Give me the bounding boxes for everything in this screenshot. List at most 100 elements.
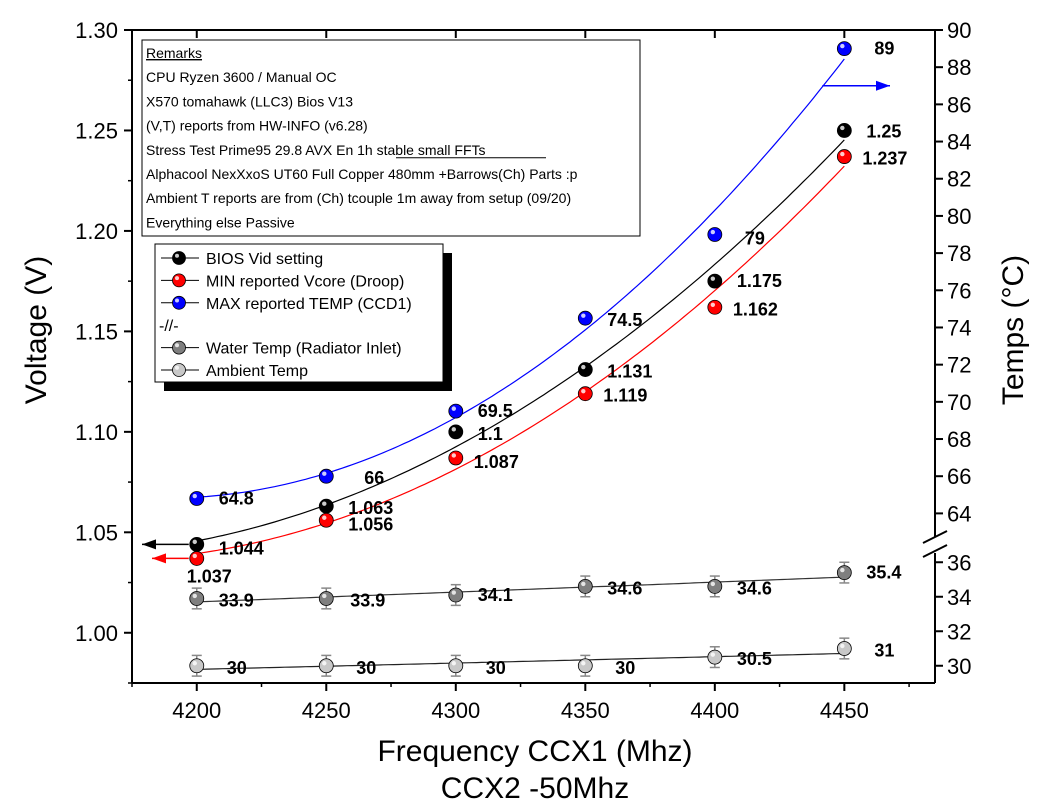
point-highlight — [322, 501, 327, 506]
point-max-reported-temp-ccd1 — [707, 227, 723, 242]
point-water-temp-radiator-inlet — [318, 591, 334, 606]
data-label-water-temp-radiator-inlet: 33.9 — [350, 590, 385, 610]
point-water-temp-radiator-inlet — [577, 579, 593, 594]
point-highlight — [710, 652, 716, 657]
fit-curves — [196, 58, 845, 670]
x-tick-label: 4200 — [172, 698, 221, 723]
y-left-tick-label: 1.15 — [75, 319, 118, 344]
data-label-water-temp-radiator-inlet: 35.4 — [866, 563, 901, 583]
data-label-ambient-temp: 31 — [874, 641, 894, 661]
point-highlight — [192, 553, 197, 559]
data-label-bios-vid-setting: 1.1 — [478, 424, 503, 444]
y-right-tick-label: 66 — [947, 464, 971, 489]
point-max-reported-temp-ccd1 — [189, 491, 205, 506]
data-labels: 1.044 1.063 1.1 1.131 1.175 1.25 1.037 1.056 1.0… — [187, 39, 908, 678]
point-highlight — [322, 515, 327, 520]
data-label-bios-vid-setting: 1.131 — [607, 362, 652, 382]
y-left-tick-label: 1.00 — [75, 621, 118, 646]
data-label-bios-vid-setting: 1.044 — [219, 538, 264, 558]
legend-marker — [172, 363, 186, 377]
point-highlight — [581, 388, 586, 394]
fit-curve-ambient-temp — [196, 652, 845, 670]
point-ambient-temp — [318, 658, 334, 674]
legend-marker — [172, 295, 186, 310]
data-label-bios-vid-setting: 1.175 — [737, 271, 782, 291]
remarks-frame — [141, 39, 641, 237]
fit-curve-max-reported-temp-ccd1 — [196, 58, 845, 498]
x-tick-label: 4300 — [431, 698, 480, 723]
y-left-tick-label: 1.25 — [75, 118, 118, 143]
point-highlight — [451, 427, 456, 432]
y-right-tick-label: 84 — [947, 130, 971, 155]
y-left-tick-label: 1.30 — [75, 18, 118, 43]
data-label-ambient-temp: 30 — [615, 658, 635, 678]
point-highlight — [840, 643, 845, 649]
remarks-line: CPU Ryzen 3600 / Manual OC — [146, 69, 337, 85]
remarks-line: Ambient T reports are from (Ch) tcouple … — [146, 190, 571, 206]
data-label-water-temp-radiator-inlet: 34.1 — [478, 585, 513, 605]
point-highlight — [192, 493, 197, 499]
point-highlight — [840, 151, 845, 157]
x-tick-label: 4400 — [690, 698, 739, 723]
point-max-reported-temp-ccd1 — [577, 310, 593, 326]
point-ambient-temp — [189, 658, 205, 674]
point-bios-vid-setting — [448, 424, 464, 440]
x-tick-label: 4450 — [820, 698, 869, 723]
legend-item-label: Ambient Temp — [206, 363, 308, 380]
y-right-tick-label: 78 — [947, 241, 971, 266]
y-right-tick-label: 90 — [947, 18, 971, 43]
y-right-tick-label: 80 — [947, 204, 971, 229]
y-right-tick-label: 32 — [947, 619, 971, 644]
point-min-reported-vcore-droop — [189, 551, 205, 566]
y-axis-left-title: Voltage (V) — [20, 256, 53, 404]
remarks-heading: Remarks — [146, 45, 202, 61]
point-min-reported-vcore-droop — [707, 299, 723, 315]
point-highlight — [451, 590, 456, 595]
y-left-tick-label: 1.10 — [75, 420, 118, 445]
y-right-tick-label: 70 — [947, 390, 971, 415]
point-highlight — [322, 471, 327, 476]
y-right-tick-label: 64 — [947, 501, 971, 526]
y-right-tick-label: 86 — [947, 92, 971, 117]
point-max-reported-temp-ccd1 — [318, 468, 334, 484]
legend-item-label: MAX reported TEMP (CCD1) — [206, 296, 412, 313]
remarks-line: X570 tomahawk (LLC3) Bios V13 — [146, 93, 353, 109]
x-axis-title: Frequency CCX1 (Mhz) — [377, 735, 692, 768]
left-axis-arrow-red-head — [152, 553, 166, 564]
data-label-water-temp-radiator-inlet: 34.6 — [607, 578, 642, 598]
data-label-water-temp-radiator-inlet: 34.6 — [737, 578, 772, 598]
point-ambient-temp — [836, 641, 852, 656]
point-min-reported-vcore-droop — [836, 149, 852, 164]
point-highlight — [322, 593, 327, 599]
y-left-tick-label: 1.05 — [75, 520, 118, 545]
point-min-reported-vcore-droop — [318, 512, 334, 528]
y-right-tick-label: 68 — [947, 427, 971, 452]
left-axis-arrow-black-head — [142, 539, 156, 550]
data-label-ambient-temp: 30 — [227, 658, 247, 678]
point-max-reported-temp-ccd1 — [836, 41, 852, 56]
y-left-tick-label: 1.20 — [75, 219, 118, 244]
y-right-tick-label: 72 — [947, 353, 971, 378]
x-axis-subtitle: CCX2 -50Mhz — [441, 772, 629, 803]
data-label-min-reported-vcore-droop: 1.237 — [862, 149, 907, 169]
point-bios-vid-setting — [707, 273, 723, 289]
legend-item-label: BIOS Vid setting — [206, 251, 323, 268]
point-max-reported-temp-ccd1 — [448, 403, 464, 419]
point-bios-vid-setting — [836, 123, 852, 138]
y-right-tick-label: 88 — [947, 55, 971, 80]
point-highlight — [192, 593, 197, 599]
y-right-tick-label: 30 — [947, 654, 971, 679]
point-highlight — [710, 302, 716, 307]
fit-curve-bios-vid-setting — [196, 139, 845, 542]
point-water-temp-radiator-inlet — [448, 587, 464, 603]
point-highlight — [192, 661, 197, 666]
fit-curve-water-temp-radiator-inlet — [196, 576, 845, 603]
data-points — [189, 41, 852, 677]
legend-separator: -//- — [159, 318, 179, 335]
remarks-line: Stress Test Prime95 29.8 AVX En 1h stabl… — [146, 142, 486, 158]
data-label-max-reported-temp-ccd1: 69.5 — [478, 401, 513, 421]
y-right-tick-label: 82 — [947, 167, 971, 192]
data-label-max-reported-temp-ccd1: 74.5 — [607, 310, 642, 330]
legend-marker-highlight — [175, 253, 179, 258]
point-highlight — [710, 229, 716, 235]
